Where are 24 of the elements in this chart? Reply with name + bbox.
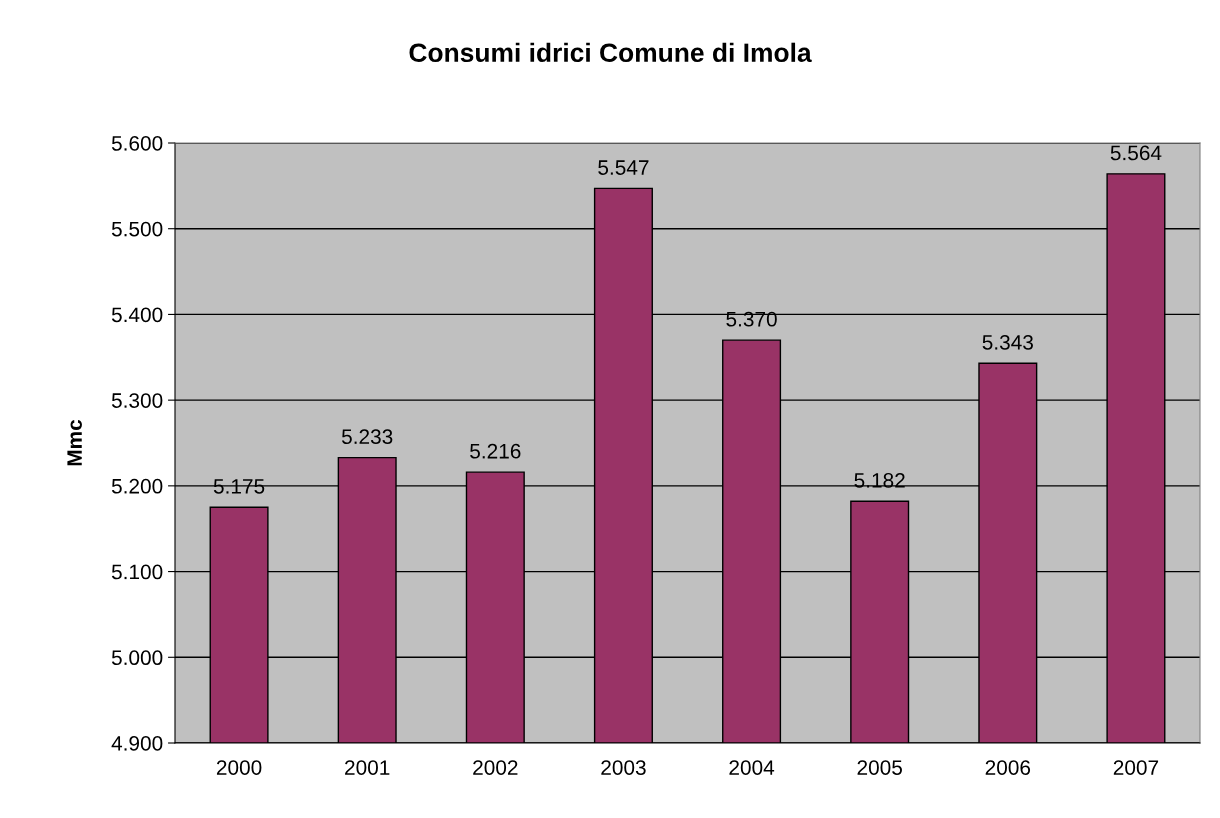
x-tick-label: 2006 <box>985 760 1031 775</box>
data-label: 5.343 <box>982 334 1033 350</box>
x-tick-label: 2001 <box>345 760 390 775</box>
x-tick-label: 2003 <box>601 760 646 775</box>
y-tick-label: 5.500 <box>111 221 163 237</box>
x-tick-label: 2002 <box>473 760 518 775</box>
y-tick-label: 5.000 <box>111 650 163 666</box>
y-tick-label: 5.600 <box>111 136 163 151</box>
y-tick-label: 5.300 <box>111 393 163 408</box>
y-tick-label: 5.200 <box>111 478 163 494</box>
x-tick-label: 2000 <box>216 760 262 775</box>
x-tick-label: 2007 <box>1113 760 1159 775</box>
y-tick-label: 4.900 <box>111 736 163 751</box>
x-tick-label: 2005 <box>857 760 902 775</box>
data-label: 5.564 <box>1110 145 1162 161</box>
y-tick-label: 5.100 <box>111 564 163 580</box>
chart-title: Consumi idrici Comune di Imola <box>409 42 812 63</box>
y-axis-title: Mmc <box>67 419 82 466</box>
x-tick-label: 2004 <box>729 760 775 775</box>
data-label: 5.216 <box>470 443 521 459</box>
data-label: 5.182 <box>854 472 905 488</box>
data-label: 5.547 <box>598 160 649 175</box>
data-label: 5.233 <box>341 429 393 445</box>
y-tick-label: 5.400 <box>111 307 163 323</box>
